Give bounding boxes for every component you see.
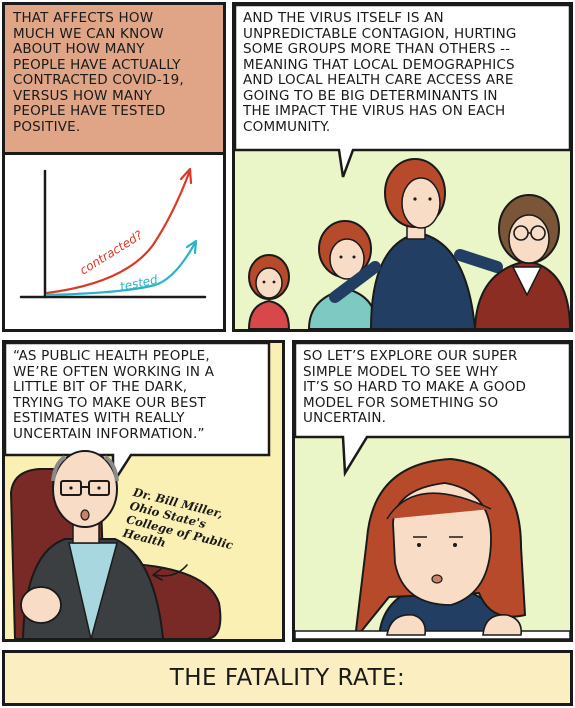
contracted-line	[45, 171, 191, 295]
tested-arrowhead	[185, 239, 198, 255]
dr-miller	[20, 450, 165, 639]
family-group	[247, 158, 570, 329]
growth-graph: contracted? tested	[19, 167, 207, 299]
panel-3-art	[5, 343, 271, 639]
woman	[329, 158, 503, 329]
desk-edge	[295, 630, 570, 639]
speech-balloon	[295, 343, 570, 478]
panel-1-caption-box: THAT AFFECTS HOW MUCH WE CAN KNOW ABOUT …	[5, 5, 223, 155]
panel-2: AND THE VIRUS ITSELF IS AN UNPREDICTABLE…	[232, 2, 573, 332]
banner-panel: THE FATALITY RATE:	[2, 650, 573, 706]
contracted-label: contracted?	[77, 228, 145, 278]
panel-4-art	[295, 343, 570, 639]
right-hand	[482, 614, 523, 636]
contracted-arrowhead	[179, 167, 193, 185]
tested-line	[45, 241, 197, 297]
panel-4: SO LET’S EXPLORE OUR SUPER SIMPLE MODEL …	[292, 340, 573, 642]
small-girl	[247, 254, 291, 329]
speech-balloon	[235, 5, 570, 178]
panel-4-speech-text: SO LET’S EXPLORE OUR SUPER SIMPLE MODEL …	[303, 348, 527, 426]
older-woman	[473, 194, 570, 329]
panel-3-speech-text: “AS PUBLIC HEALTH PEOPLE, WE’RE OFTEN WO…	[13, 348, 215, 442]
panel-2-speech-text: AND THE VIRUS ITSELF IS AN UNPREDICTABLE…	[243, 10, 517, 135]
panel-3: “AS PUBLIC HEALTH PEOPLE, WE’RE OFTEN WO…	[2, 340, 285, 642]
panel-1-caption: THAT AFFECTS HOW MUCH WE CAN KNOW ABOUT …	[13, 10, 184, 135]
narrator-woman	[353, 457, 527, 639]
speech-balloon	[5, 343, 271, 488]
panel-2-art	[235, 5, 570, 329]
banner-title: THE FATALITY RATE:	[169, 665, 406, 691]
left-hand	[386, 614, 427, 636]
panel-1: THAT AFFECTS HOW MUCH WE CAN KNOW ABOUT …	[2, 2, 226, 332]
tested-label: tested	[119, 272, 159, 294]
annotation-arrow	[154, 564, 188, 577]
